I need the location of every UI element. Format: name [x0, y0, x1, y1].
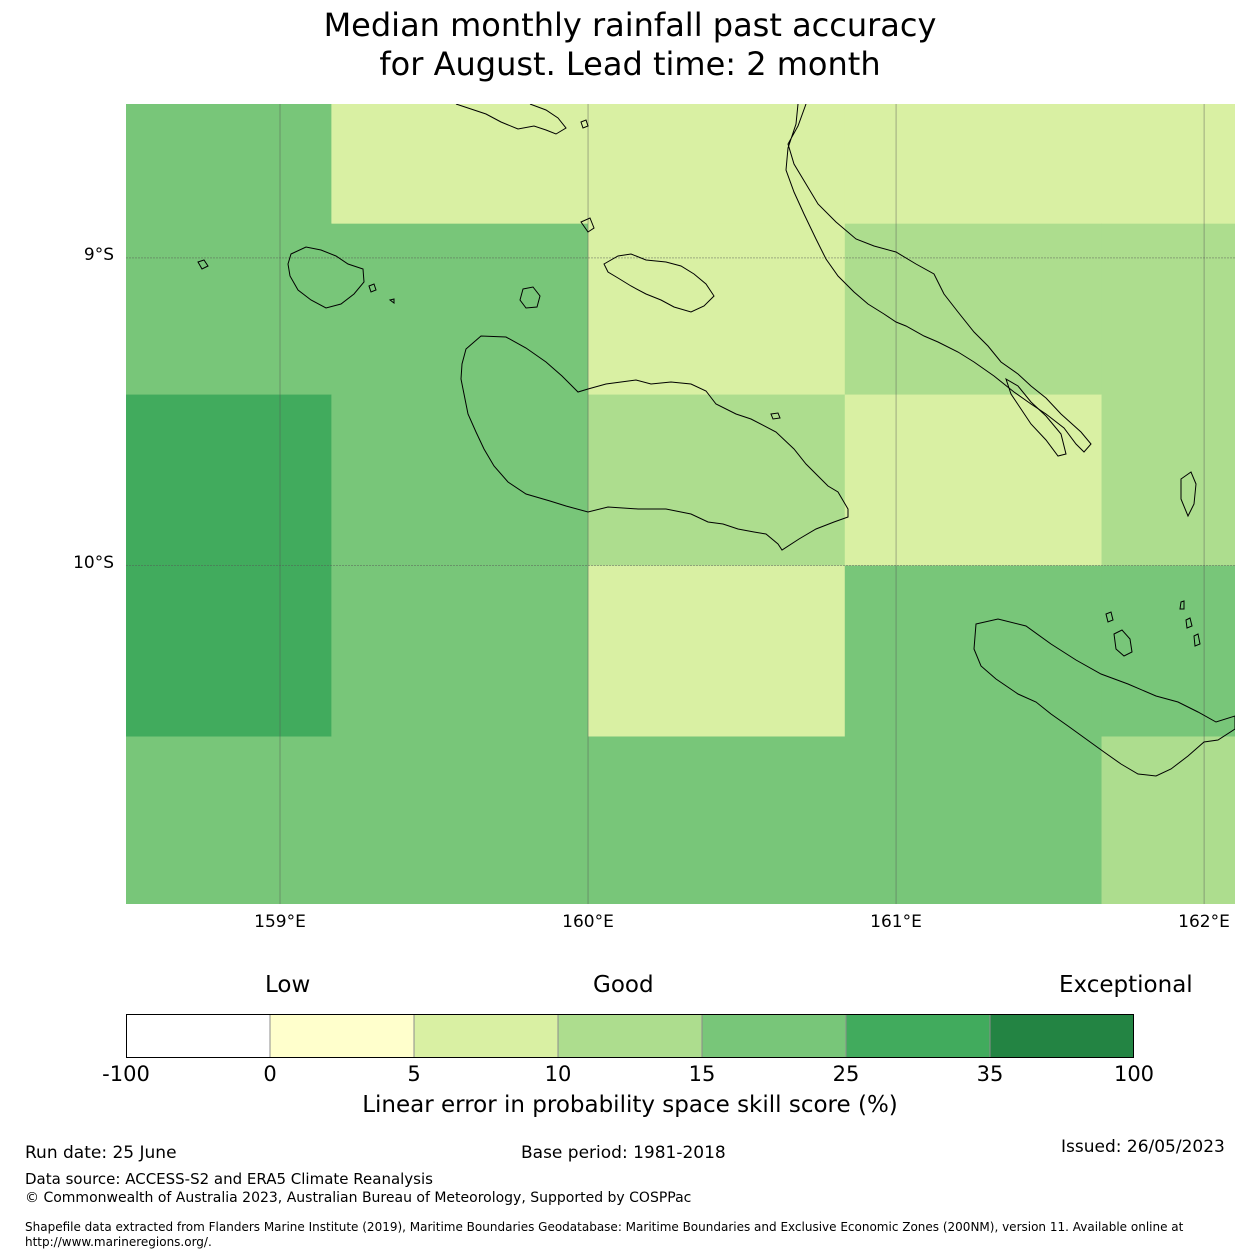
- island-savo: [519, 286, 541, 309]
- island-small-west: [197, 259, 209, 270]
- skill-cell: [126, 223, 332, 396]
- colorbar-tick-label: 0: [263, 1062, 277, 1086]
- colorbar-segment: [557, 1014, 703, 1058]
- island-small-b: [388, 298, 395, 304]
- skill-cell: [844, 565, 1103, 737]
- island-small-se3: [1185, 617, 1193, 629]
- map-panel: [126, 104, 1235, 904]
- colorbar-tick-label: 10: [544, 1062, 572, 1086]
- island-ulawa: [1113, 629, 1133, 657]
- skill-cell: [1101, 736, 1235, 904]
- colorbar-tick-label: -100: [102, 1062, 150, 1086]
- island-small-se1: [1105, 611, 1114, 623]
- coastlines: [197, 104, 1235, 777]
- issued-date: Issued: 26/05/2023: [1061, 1137, 1225, 1157]
- colorbar-segment: [126, 1014, 271, 1058]
- skill-cell: [588, 104, 846, 225]
- island-small-mid: [770, 412, 781, 420]
- skill-cell: [331, 223, 589, 396]
- skill-cell: [1101, 223, 1235, 396]
- island-malaita: [785, 104, 1092, 453]
- skill-cell: [1101, 104, 1235, 225]
- map-title-line-2: for August. Lead time: 2 month: [379, 45, 881, 83]
- shapefile-note: Shapefile data extracted from Flanders M…: [25, 1220, 1184, 1249]
- base-period: Base period: 1981-2018: [521, 1143, 726, 1163]
- island-small-se2: [1179, 600, 1185, 610]
- skill-cell: [126, 394, 332, 567]
- map-title-line-1: Median monthly rainfall past accuracy: [323, 6, 937, 44]
- data-source: Data source: ACCESS-S2 and ERA5 Climate …: [25, 1170, 433, 1188]
- island-small-east: [1180, 471, 1197, 518]
- colorbar-segment: [989, 1014, 1134, 1058]
- island-russell: [287, 246, 365, 309]
- colorbar-tick-label: 35: [976, 1062, 1004, 1086]
- colorbar-segment: [701, 1014, 847, 1058]
- island-small-a2: [580, 217, 595, 233]
- island-makira: [973, 618, 1235, 777]
- skill-cell: [331, 565, 589, 737]
- copyright: © Commonwealth of Australia 2023, Austra…: [25, 1190, 692, 1206]
- colorbar-border: [126, 1014, 1134, 1058]
- skill-cell: [844, 394, 1103, 567]
- legend-category-good: Good: [593, 972, 654, 998]
- skill-cell: [126, 565, 332, 737]
- island-small-a: [368, 283, 377, 293]
- skill-cell: [1101, 394, 1235, 567]
- skill-cell: [844, 223, 1103, 396]
- colorbar-segment: [413, 1014, 559, 1058]
- island-guadalcanal: [460, 335, 849, 551]
- island-small-top: [580, 119, 589, 129]
- skill-cell: [588, 223, 846, 396]
- colorbar-tick-label: 15: [688, 1062, 716, 1086]
- skill-cell: [331, 736, 589, 904]
- lon-label-161e: 161°E: [870, 912, 922, 932]
- lat-label-9s: 9°S: [83, 245, 114, 265]
- colorbar-tick-label: 25: [832, 1062, 860, 1086]
- legend-category-exceptional: Exceptional: [1059, 972, 1193, 998]
- skill-cell: [844, 736, 1103, 904]
- lat-label-10s: 10°S: [73, 553, 114, 573]
- skill-cell: [126, 736, 332, 904]
- colorbar: [126, 1014, 1134, 1058]
- skill-cell: [331, 104, 589, 225]
- colorbar-segment: [845, 1014, 991, 1058]
- island-santa-isabel: [455, 104, 567, 135]
- colorbar-tick-label: 100: [1113, 1062, 1155, 1086]
- colorbar-segment: [269, 1014, 415, 1058]
- run-date: Run date: 25 June: [25, 1143, 177, 1163]
- lon-label-160e: 160°E: [562, 912, 614, 932]
- skill-cell: [331, 394, 589, 567]
- legend-category-low: Low: [265, 972, 311, 998]
- skill-cell: [588, 565, 846, 737]
- lon-label-162e: 162°E: [1178, 912, 1230, 932]
- island-maramasike: [1005, 377, 1067, 457]
- skill-cell: [588, 736, 846, 904]
- skill-cell: [1101, 565, 1235, 737]
- skill-cell: [844, 104, 1103, 225]
- graticule: [126, 104, 1235, 904]
- colorbar-title: Linear error in probability space skill …: [362, 1092, 898, 1118]
- island-small-se4: [1193, 633, 1201, 647]
- skill-score-cells: [126, 104, 1235, 904]
- skill-cell: [126, 104, 332, 225]
- colorbar-tick-label: 5: [407, 1062, 421, 1086]
- island-nggela: [603, 253, 715, 313]
- lon-label-159e: 159°E: [254, 912, 306, 932]
- skill-cell: [588, 394, 846, 567]
